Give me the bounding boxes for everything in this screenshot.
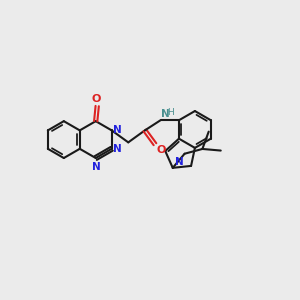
Text: N: N [92, 162, 101, 172]
Text: N: N [113, 144, 122, 154]
Text: H: H [167, 108, 174, 117]
Text: N: N [113, 125, 122, 135]
Text: N: N [161, 109, 170, 119]
Text: O: O [157, 146, 166, 155]
Text: O: O [91, 94, 101, 104]
Text: N: N [175, 157, 183, 167]
